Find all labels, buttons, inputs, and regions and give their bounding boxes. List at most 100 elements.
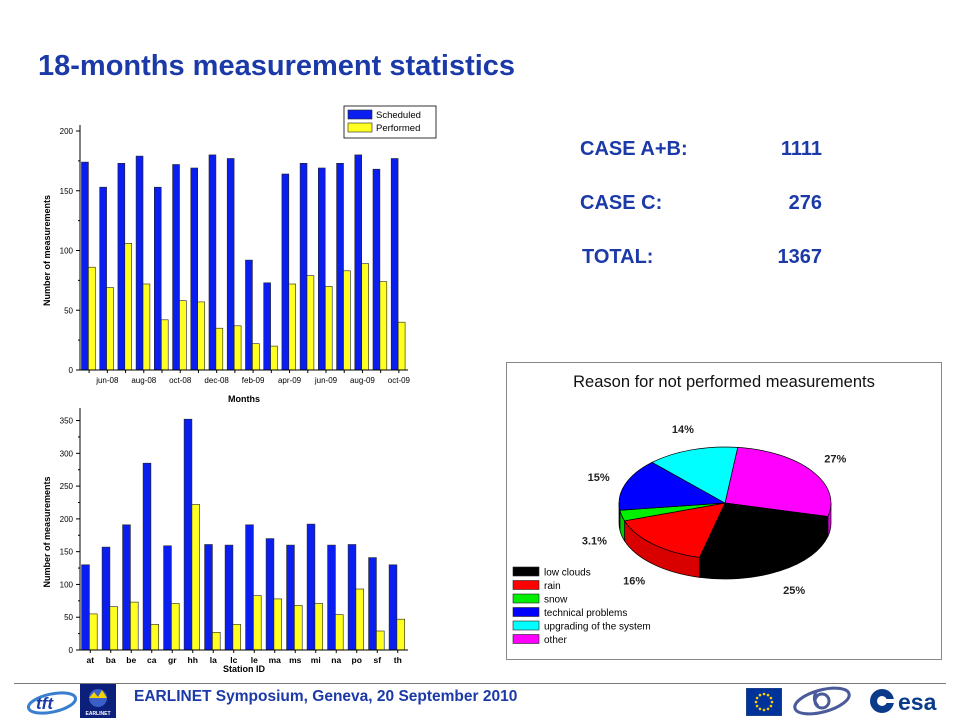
stat-label: CASE C: bbox=[580, 192, 663, 214]
footer-divider bbox=[14, 683, 946, 684]
bar-scheduled-be bbox=[122, 524, 131, 651]
bar-performed-ba bbox=[109, 606, 119, 651]
bar-scheduled-jun-08 bbox=[99, 186, 107, 371]
bar-performed-oct-08 bbox=[179, 300, 187, 371]
x-tick-label: jun-08 bbox=[95, 376, 119, 385]
y-tick-label: 100 bbox=[60, 247, 74, 256]
bar-performed-na bbox=[335, 614, 344, 651]
monthly-bar-chart-svg: 0 50 100 150 200 jun-08 aug-08 oct-08 dec-08 feb-… bbox=[42, 105, 437, 404]
bar-scheduled-sf bbox=[368, 557, 377, 651]
tft-logo-icon: tft bbox=[26, 691, 78, 715]
bar-scheduled-sep-09 bbox=[372, 168, 381, 371]
bar-performed-sep-09 bbox=[379, 281, 388, 371]
y-axis-title: Number of measurements bbox=[42, 476, 52, 587]
bar-performed-jan-09 bbox=[233, 325, 242, 371]
y-tick-label: 0 bbox=[69, 366, 74, 375]
stat-value: 1367 bbox=[777, 246, 823, 268]
bar-scheduled-jul-08 bbox=[117, 162, 126, 371]
earlinet-logo-text: EARLINET bbox=[86, 711, 111, 717]
y-tick-label: 50 bbox=[64, 613, 73, 622]
x-tick-label: mi bbox=[311, 655, 321, 665]
bar-scheduled-mar-09 bbox=[263, 282, 271, 371]
x-tick-label: lc bbox=[230, 655, 237, 665]
bar-performed-sf bbox=[376, 630, 385, 651]
bar-scheduled-sep-08 bbox=[154, 186, 162, 371]
bar-performed-may-08 bbox=[88, 266, 96, 371]
footer-text: EARLINET Symposium, Geneva, 20 September… bbox=[134, 688, 518, 705]
bar-performed-ma bbox=[273, 598, 282, 651]
pie-legend-label: upgrading of the system bbox=[544, 622, 651, 633]
pie-legend-swatch-snow bbox=[512, 593, 540, 604]
stat-case-c: CASE C: 276 bbox=[580, 192, 840, 246]
x-tick-label: po bbox=[352, 655, 362, 665]
bar-performed-jul-09 bbox=[343, 270, 351, 371]
bar-scheduled-oct-09 bbox=[390, 158, 399, 371]
pie-chart-svg: 27% 25% 16% 3.1% 15% 14% low clouds rain snow tec… bbox=[512, 424, 847, 646]
bar-performed-th bbox=[396, 618, 405, 651]
bar-performed-mi bbox=[314, 603, 323, 651]
eu-star-icon bbox=[766, 693, 770, 697]
bar-performed-nov-08 bbox=[197, 301, 205, 371]
pie-legend-swatch-rain bbox=[512, 580, 540, 590]
station-bar-chart-svg: 0 50 100 150 200 250 300 350 at ba be ca gr hh la lc le m… bbox=[42, 408, 408, 674]
stat-value: 276 bbox=[788, 192, 822, 214]
pie-percent-label: 25% bbox=[783, 585, 805, 597]
x-tick-label: aug-08 bbox=[131, 376, 156, 385]
pie-chart-panel: Reason for not performed measurements 27… bbox=[506, 362, 942, 660]
bar-performed-feb-09 bbox=[252, 343, 260, 371]
bar-performed-po bbox=[355, 588, 364, 651]
y-tick-label: 300 bbox=[60, 449, 74, 458]
pie-legend-swatch-other bbox=[512, 634, 540, 644]
x-tick-label: ba bbox=[106, 655, 116, 665]
x-tick-label: th bbox=[394, 655, 402, 665]
bar-scheduled-la bbox=[204, 544, 213, 651]
bar-performed-gr bbox=[171, 603, 180, 651]
bar-performed-apr-09 bbox=[288, 283, 297, 371]
bar-performed-ca bbox=[150, 624, 160, 651]
bar-scheduled-mi bbox=[306, 523, 316, 651]
tft-logo-text: tft bbox=[36, 694, 54, 713]
x-tick-label: at bbox=[86, 655, 94, 665]
bar-scheduled-feb-09 bbox=[245, 259, 253, 371]
x-tick-label: ms bbox=[289, 655, 302, 665]
bar-scheduled-na bbox=[327, 544, 336, 651]
bar-performed-sep-08 bbox=[161, 319, 169, 371]
fp6-logo-icon bbox=[793, 686, 851, 716]
bar-performed-ms bbox=[294, 605, 303, 651]
y-tick-label: 350 bbox=[60, 417, 74, 426]
pie-slice-upgrading-of-the-system bbox=[651, 446, 739, 504]
eu-star-icon bbox=[769, 704, 773, 708]
bar-performed-dec-08 bbox=[215, 327, 224, 371]
bar-scheduled-ma bbox=[265, 538, 275, 651]
x-tick-label: gr bbox=[168, 655, 177, 665]
pie-percent-label: 16% bbox=[623, 575, 645, 587]
pie-slice-other bbox=[724, 447, 832, 517]
bar-scheduled-hh bbox=[183, 418, 193, 651]
x-axis-title: Station ID bbox=[223, 664, 265, 674]
bar-scheduled-jun-09 bbox=[317, 167, 326, 371]
bar-scheduled-may-08 bbox=[81, 161, 89, 371]
x-tick-label: ca bbox=[147, 655, 157, 665]
bar-performed-hh bbox=[191, 504, 200, 651]
bar-scheduled-at bbox=[81, 564, 90, 651]
monthly-bar-chart: 0 50 100 150 200 jun-08 aug-08 oct-08 dec-08 feb-… bbox=[36, 100, 460, 410]
bar-scheduled-apr-09 bbox=[281, 173, 290, 371]
eu-star-icon bbox=[769, 696, 773, 700]
bar-performed-mar-09 bbox=[270, 345, 278, 371]
pie-legend-label: other bbox=[544, 635, 567, 646]
eu-star-icon bbox=[766, 707, 770, 711]
y-tick-label: 150 bbox=[60, 187, 74, 196]
pie-legend-label: low clouds bbox=[544, 568, 591, 579]
y-tick-label: 200 bbox=[60, 127, 74, 136]
x-tick-label: be bbox=[126, 655, 136, 665]
x-tick-label: sf bbox=[373, 655, 381, 665]
legend-swatch-performed bbox=[347, 122, 373, 133]
y-tick-label: 150 bbox=[60, 548, 74, 557]
pie-legend-label: technical problems bbox=[544, 608, 627, 619]
pie-legend-swatch-upgrading-of-the-system bbox=[512, 620, 540, 631]
legend-swatch-scheduled bbox=[347, 109, 373, 120]
esa-logo-text: esa bbox=[898, 689, 937, 715]
bar-performed-le bbox=[253, 595, 262, 651]
eu-star-icon bbox=[758, 707, 762, 711]
x-tick-label: le bbox=[251, 655, 258, 665]
